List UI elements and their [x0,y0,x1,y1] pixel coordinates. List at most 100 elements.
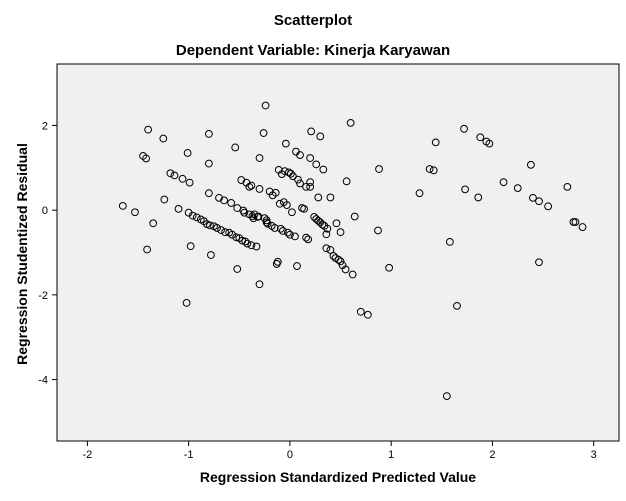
scatter-point [259,129,268,137]
scatter-point [281,139,290,148]
scatter-point [192,213,201,222]
scatter-point [334,255,343,264]
scatter-point [255,154,264,162]
scatter-point [375,165,383,173]
scatter-point [160,195,169,204]
scatter-point [131,208,139,217]
x-tick-label: -2 [82,449,92,461]
scatter-point [571,218,580,226]
x-tick-label: 2 [489,449,495,461]
scatter-point [304,235,313,244]
scatter-point [294,175,302,184]
scatter-point [307,127,316,136]
scatter-point [445,238,454,246]
scatter-point [240,208,249,217]
scatter-point [429,166,438,175]
scatter-point [215,193,223,202]
scatter-point [166,169,175,178]
scatter-point [326,246,335,254]
scatter-point [319,165,328,174]
scatter-point [286,230,294,239]
scatter-point [485,139,494,148]
scatter-point [300,204,308,213]
scatter-point [431,138,440,147]
x-tick-label: 0 [287,449,293,461]
scatter-point [318,220,327,229]
scatter-point [323,224,332,233]
scatter-point [287,169,295,178]
scatter-point [271,188,280,197]
scatter-point [207,251,215,259]
scatter-point [513,184,522,193]
scatter-point [461,185,469,194]
scatter-point [291,232,299,241]
y-tick-label: 0 [42,205,48,217]
scatter-point [322,230,331,239]
scatter-point [174,204,183,213]
scatter-point [178,174,187,183]
scatter-point [261,101,270,110]
scatter-point [183,149,192,157]
scatter-point [336,228,345,237]
scatter-point [204,189,213,198]
scatter-point [288,208,296,217]
chart-title: Scatterplot [273,12,353,29]
scatter-point [302,233,311,242]
scatter-point [188,211,197,220]
y-tick-label: -4 [38,375,48,387]
scatter-point [474,193,483,202]
x-axis-label: Regression Standardized Predicted Value [199,469,477,485]
scatter-point [363,310,372,319]
scatter-point [276,224,285,233]
scatter-point [252,242,261,251]
scatter-point [118,202,127,210]
scatter-point [278,226,287,235]
scatter-point [296,151,304,159]
scatter-point [476,133,485,142]
scatter-point [342,177,351,186]
scatter-point [275,199,284,208]
scatter-point [350,212,359,221]
scatter-point [247,241,256,250]
scatter-point [374,226,382,235]
scatter-point [206,221,214,230]
y-tick-label: -2 [38,290,48,302]
scatter-point [302,182,311,191]
scatter-point [527,160,535,169]
scatter-point [312,160,321,169]
scatter-point [232,233,241,242]
x-axis-ticks: -2 -1 0 1 2 3 [82,441,597,461]
y-axis-label: Regression Studentized Residual [14,143,30,365]
scatter-point [316,132,325,141]
scatter-point [221,228,229,237]
scatter-point [336,257,345,266]
plot-area [56,63,620,442]
scatter-point [273,257,282,266]
scatter-point [204,129,213,138]
scatter-point [569,218,578,226]
scatter-point [563,182,572,191]
x-tick-label: -1 [184,449,194,461]
scatter-point [385,263,394,272]
scatter-point [322,244,331,253]
scatter-point [326,193,335,202]
scatter-point [144,125,153,134]
scatter-point [270,224,279,232]
scatter-point [255,185,264,193]
scatter-point [306,154,315,162]
scatter-point [314,193,323,202]
scatter-point [453,301,461,310]
y-tick-label: 2 [42,120,48,132]
scatter-point [535,258,543,267]
scatter-point [220,196,228,205]
scatter-point [247,181,256,190]
scatter-point [329,251,338,260]
scatter-point [217,226,225,234]
scatter-point [186,242,195,251]
x-tick-label: 1 [388,449,394,461]
scatter-point [415,189,424,198]
scatter-point [204,159,213,168]
scatter-point [460,124,468,133]
scatter-point [262,216,271,225]
scatter-point [233,265,242,273]
